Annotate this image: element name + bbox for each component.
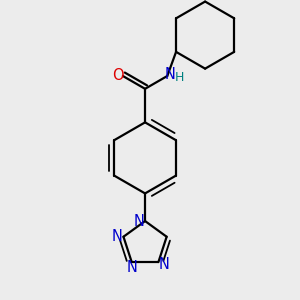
Text: N: N: [134, 214, 145, 229]
Text: N: N: [126, 260, 137, 275]
Text: H: H: [174, 71, 184, 84]
Text: N: N: [158, 257, 169, 272]
Text: O: O: [112, 68, 124, 82]
Text: N: N: [164, 67, 175, 82]
Text: N: N: [112, 229, 123, 244]
